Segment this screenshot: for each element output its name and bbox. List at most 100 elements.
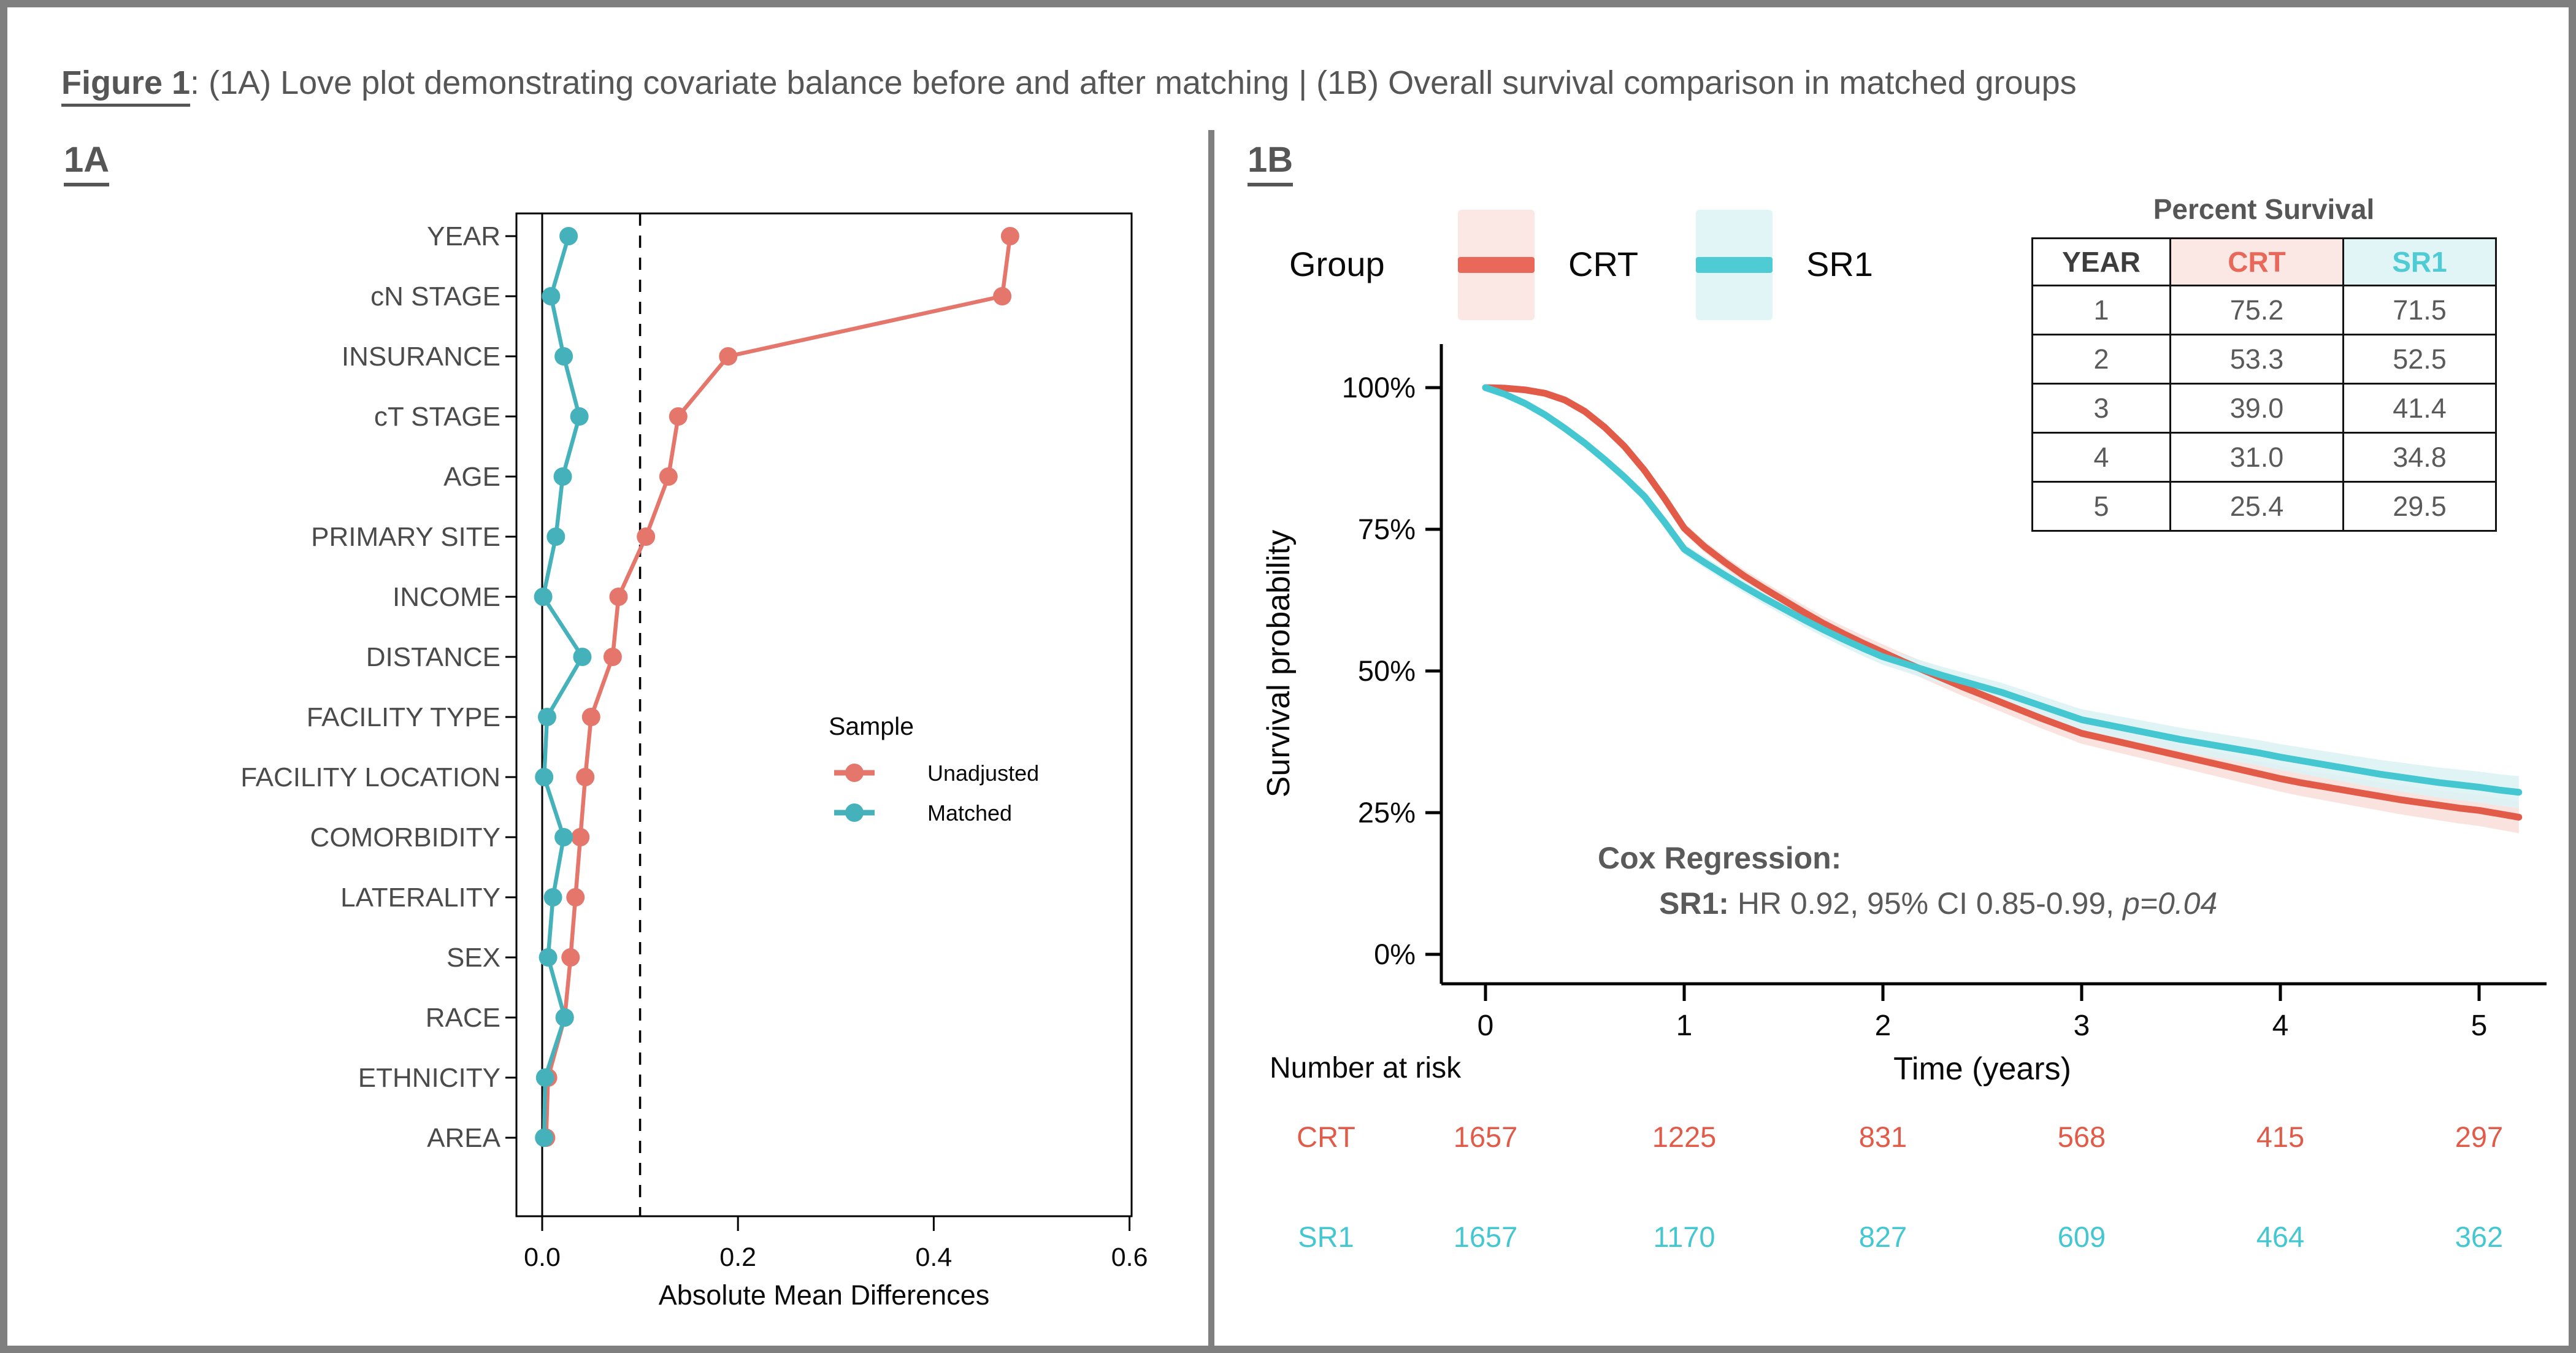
cox-group: SR1: xyxy=(1659,886,1729,921)
love-point-matched xyxy=(534,588,553,606)
survival-table-cell: 52.5 xyxy=(2342,334,2497,385)
love-point-matched xyxy=(554,828,573,846)
love-point-unadjusted xyxy=(566,888,585,906)
love-x-tick-label: 0.2 xyxy=(719,1243,756,1272)
love-point-matched xyxy=(539,948,558,967)
love-point-unadjusted xyxy=(993,287,1012,305)
panel-1a-label: 1A xyxy=(64,139,110,186)
survival-table-cell: 71.5 xyxy=(2342,285,2497,335)
survival-table-row: 5 25.4 29.5 xyxy=(2031,481,2497,532)
risk-value: 1170 xyxy=(1653,1221,1715,1253)
survival-table-col-crt: CRT xyxy=(2169,237,2344,286)
km-curve-crt xyxy=(1482,384,2523,821)
love-point-unadjusted xyxy=(609,588,628,606)
km-legend-item-crt: CRT xyxy=(1568,245,1639,283)
cox-p-value: p=0.04 xyxy=(2122,886,2218,921)
risk-value: 464 xyxy=(2256,1221,2304,1253)
love-point-unadjusted xyxy=(576,768,595,786)
crt-legend-line xyxy=(1458,257,1535,273)
love-row-label: YEAR xyxy=(427,221,500,251)
love-point-matched xyxy=(535,1129,554,1147)
love-row-label: PRIMARY SITE xyxy=(311,522,500,552)
love-row-label: FACILITY TYPE xyxy=(307,702,500,732)
survival-table-cell: 3 xyxy=(2031,383,2171,434)
love-plot-border xyxy=(515,212,1133,1217)
love-row-label: DISTANCE xyxy=(366,642,500,672)
love-legend-title: Sample xyxy=(829,712,914,740)
love-series-line-unadjusted xyxy=(544,236,1013,1138)
survival-table-col-sr1: SR1 xyxy=(2342,237,2497,286)
love-point-matched xyxy=(546,527,565,546)
risk-row-label: CRT xyxy=(1297,1121,1355,1153)
figure-title-prefix: Figure 1 xyxy=(61,64,191,107)
km-x-axis-title: Time (years) xyxy=(1893,1051,2071,1087)
risk-row-label: SR1 xyxy=(1298,1221,1354,1253)
love-row-label: cT STAGE xyxy=(374,402,500,432)
love-x-axis-title: Absolute Mean Differences xyxy=(659,1279,989,1311)
love-x-tick-label: 0.6 xyxy=(1111,1243,1148,1272)
survival-table-row: 1 75.2 71.5 xyxy=(2031,285,2497,335)
love-point-unadjusted xyxy=(571,828,590,846)
love-point-matched xyxy=(543,888,562,906)
love-row-label: RACE xyxy=(426,1003,500,1033)
love-point-matched xyxy=(559,227,578,245)
km-y-tick-label: 100% xyxy=(1342,371,1416,404)
love-point-unadjusted xyxy=(561,948,580,967)
risk-value: 827 xyxy=(1859,1221,1907,1253)
love-point-matched xyxy=(537,708,556,726)
survival-table-cell: 75.2 xyxy=(2169,285,2344,335)
love-legend-item-label: Matched xyxy=(927,800,1012,826)
love-row-label: INSURANCE xyxy=(342,342,500,372)
love-x-tick-label: 0.0 xyxy=(524,1243,561,1272)
km-y-tick-label: 0% xyxy=(1374,938,1416,970)
km-ci-band-sr1 xyxy=(1485,388,2519,808)
love-series-line-matched xyxy=(541,236,585,1138)
love-x-tick-label: 0.4 xyxy=(916,1243,953,1272)
survival-table-cell: 1 xyxy=(2031,285,2171,335)
survival-table-cell: 41.4 xyxy=(2342,383,2497,434)
risk-value: 415 xyxy=(2256,1121,2304,1153)
cox-title: Cox Regression: xyxy=(1598,841,1842,875)
love-point-unadjusted xyxy=(669,407,688,426)
love-row-label: COMORBIDITY xyxy=(310,822,500,853)
love-row-label: INCOME xyxy=(393,582,500,612)
number-at-risk-label: Number at risk xyxy=(1270,1052,1462,1084)
love-row-label: AGE xyxy=(443,462,500,492)
love-row-label: AREA xyxy=(427,1123,500,1153)
love-row-label: SEX xyxy=(447,943,500,973)
figure-title-text: : (1A) Love plot demonstrating covariate… xyxy=(190,64,2077,101)
survival-table-title: Percent Survival xyxy=(2153,193,2375,225)
love-point-unadjusted xyxy=(1000,227,1019,245)
sr1-legend-line xyxy=(1696,257,1773,273)
risk-value: 1657 xyxy=(1454,1221,1518,1253)
love-legend-item-label: Unadjusted xyxy=(927,761,1039,786)
km-x-tick-label: 5 xyxy=(2471,1010,2488,1042)
love-point-unadjusted xyxy=(659,467,678,486)
survival-table-col-year: YEAR xyxy=(2031,237,2171,286)
survival-table: YEAR CRT SR1 1 75.2 71.5 2 53.3 52.5 3 39.0 41.4 4 3… xyxy=(2031,237,2497,532)
love-point-matched xyxy=(570,407,589,426)
km-x-tick-label: 1 xyxy=(1676,1010,1693,1042)
risk-value: 568 xyxy=(2058,1121,2106,1153)
survival-table-row: 2 53.3 52.5 xyxy=(2031,334,2497,385)
survival-table-cell: 53.3 xyxy=(2169,334,2344,385)
love-point-matched xyxy=(535,768,554,786)
survival-table-header-row: YEAR CRT SR1 xyxy=(2031,237,2497,286)
panel-divider xyxy=(1208,130,1214,1346)
love-point-unadjusted xyxy=(603,648,622,666)
love-legend-point xyxy=(845,803,864,822)
km-x-tick-label: 4 xyxy=(2272,1010,2289,1042)
survival-table-row: 4 31.0 34.8 xyxy=(2031,432,2497,483)
panel-1b-label: 1B xyxy=(1248,139,1294,186)
km-curve-sr1 xyxy=(1482,384,2523,796)
cox-annotation: Cox Regression: SR1: HR 0.92, 95% CI 0.8… xyxy=(1598,840,2217,921)
km-y-tick-label: 75% xyxy=(1358,513,1416,545)
sr1-legend-swatch xyxy=(1696,210,1773,320)
km-legend-title: Group xyxy=(1289,245,1385,283)
survival-table-cell: 4 xyxy=(2031,432,2171,483)
survival-table-cell: 29.5 xyxy=(2342,481,2497,532)
love-point-matched xyxy=(535,1068,554,1087)
risk-value: 609 xyxy=(2058,1221,2106,1253)
km-x-tick-label: 0 xyxy=(1478,1010,1494,1042)
love-point-unadjusted xyxy=(637,527,656,546)
